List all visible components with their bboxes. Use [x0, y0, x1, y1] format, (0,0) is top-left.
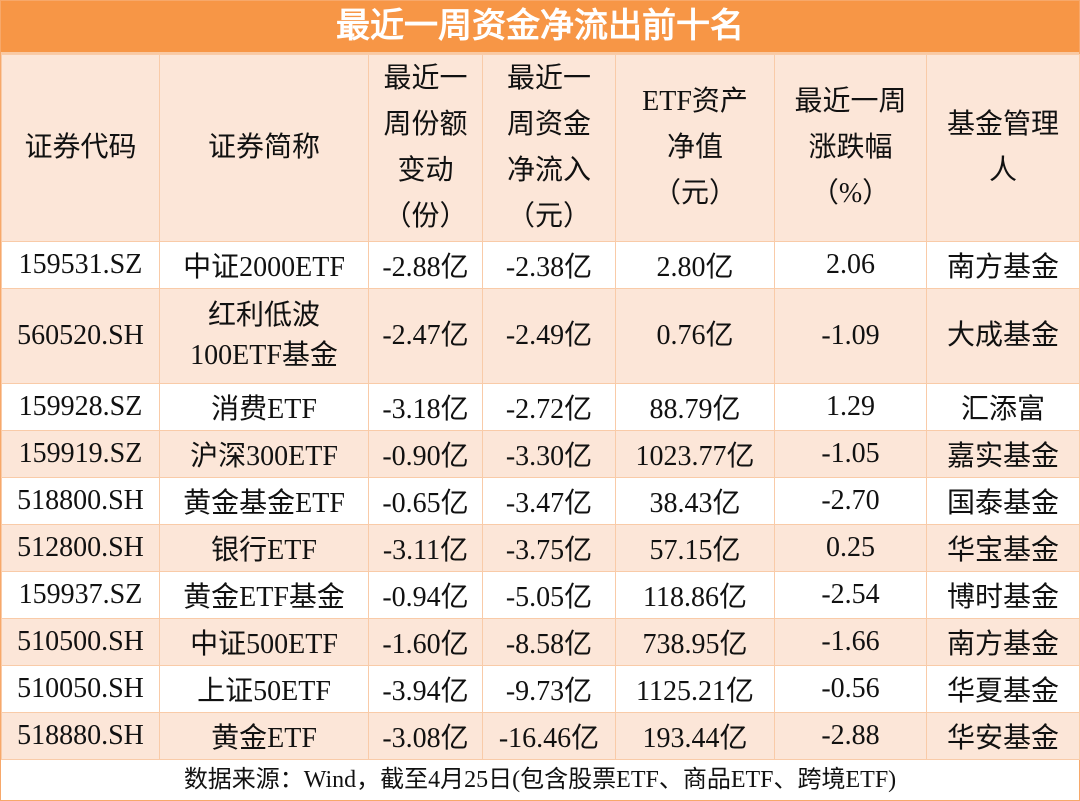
- table-cell: 88.79亿: [615, 383, 775, 431]
- table-cell: 黄金基金ETF: [159, 477, 369, 525]
- table-cell: -3.47亿: [482, 477, 616, 525]
- table-cell: 0.25: [774, 524, 927, 572]
- table-cell: 黄金ETF基金: [159, 571, 369, 619]
- column-header: 基金管理 人: [926, 54, 1080, 242]
- table-cell: 57.15亿: [615, 524, 775, 572]
- table-cell: 512800.SH: [1, 524, 160, 572]
- table-cell: -2.70: [774, 477, 927, 525]
- table-cell: -3.11亿: [368, 524, 483, 572]
- table-cell: 2.06: [774, 241, 927, 289]
- table-cell: -3.30亿: [482, 430, 616, 478]
- table-cell: -0.94亿: [368, 571, 483, 619]
- table-cell: 1125.21亿: [615, 665, 775, 713]
- table-cell: 中证2000ETF: [159, 241, 369, 289]
- table-cell: -5.05亿: [482, 571, 616, 619]
- table-row: 159937.SZ 黄金ETF基金 -0.94亿 -5.05亿 118.86亿 -2.54…: [1, 571, 1080, 619]
- table-cell: -2.88亿: [368, 241, 483, 289]
- table-cell: 博时基金: [926, 571, 1080, 619]
- column-header: 最近一 周资金 净流入 （元）: [482, 54, 616, 242]
- table-cell: -2.49亿: [482, 288, 616, 384]
- source-note: 数据来源：Wind，截至4月25日(包含股票ETF、商品ETF、跨境ETF): [183, 767, 897, 793]
- column-header: 证券简称: [159, 54, 369, 242]
- table-cell: -1.09: [774, 288, 927, 384]
- table-cell: 黄金ETF: [159, 712, 369, 760]
- table-cell: 560520.SH: [1, 288, 160, 384]
- data-table: 证券代码 证券简称 最近一 周份额 变动 （份） 最近一 周资金 净流入 （元） ETF…: [1, 54, 1080, 760]
- table-cell: -1.05: [774, 430, 927, 478]
- table-row: 159531.SZ 中证2000ETF -2.88亿 -2.38亿 2.80亿 2.06 南…: [1, 241, 1080, 289]
- table-row: 510050.SH 上证50ETF -3.94亿 -9.73亿 1125.21亿 -0.5…: [1, 665, 1080, 713]
- table-cell: 华宝基金: [926, 524, 1080, 572]
- table-row: 510500.SH 中证500ETF -1.60亿 -8.58亿 738.95亿 -1.6…: [1, 618, 1080, 666]
- column-header: ETF资产 净值 （元）: [615, 54, 775, 242]
- table-row: 512800.SH 银行ETF -3.11亿 -3.75亿 57.15亿 0.25 华宝基金: [1, 524, 1080, 572]
- table-cell: -0.56: [774, 665, 927, 713]
- table-cell: 1023.77亿: [615, 430, 775, 478]
- table-cell: 红利低波100ETF基金: [159, 288, 369, 384]
- table-cell: 沪深300ETF: [159, 430, 369, 478]
- table-cell: 消费ETF: [159, 383, 369, 431]
- table-cell: -1.66: [774, 618, 927, 666]
- table-cell: 嘉实基金: [926, 430, 1080, 478]
- table-cell: -1.60亿: [368, 618, 483, 666]
- table-cell: -3.18亿: [368, 383, 483, 431]
- table-cell: 华夏基金: [926, 665, 1080, 713]
- table-cell: 华安基金: [926, 712, 1080, 760]
- table-cell: 193.44亿: [615, 712, 775, 760]
- table-title: 最近一周资金净流出前十名: [1, 1, 1079, 54]
- table-cell: 1.29: [774, 383, 927, 431]
- table-cell: 159928.SZ: [1, 383, 160, 431]
- table-cell: -2.38亿: [482, 241, 616, 289]
- table-cell: 518800.SH: [1, 477, 160, 525]
- table-cell: -9.73亿: [482, 665, 616, 713]
- table-cell: 大成基金: [926, 288, 1080, 384]
- table-cell: 国泰基金: [926, 477, 1080, 525]
- column-header: 最近一 周份额 变动 （份）: [368, 54, 483, 242]
- table-cell: 38.43亿: [615, 477, 775, 525]
- table-cell: 118.86亿: [615, 571, 775, 619]
- column-header: 最近一周 涨跌幅 （%）: [774, 54, 927, 242]
- table-row: 159919.SZ 沪深300ETF -0.90亿 -3.30亿 1023.77亿 -1.…: [1, 430, 1080, 478]
- table-cell: 518880.SH: [1, 712, 160, 760]
- table-cell: 南方基金: [926, 618, 1080, 666]
- table-cell: -2.88: [774, 712, 927, 760]
- table-cell: 510050.SH: [1, 665, 160, 713]
- table-cell: 738.95亿: [615, 618, 775, 666]
- table-cell: -3.94亿: [368, 665, 483, 713]
- table-cell: 中证500ETF: [159, 618, 369, 666]
- table-cell: 南方基金: [926, 241, 1080, 289]
- column-header: 证券代码: [1, 54, 160, 242]
- table-cell: 510500.SH: [1, 618, 160, 666]
- table-cell: 0.76亿: [615, 288, 775, 384]
- table-cell: -2.47亿: [368, 288, 483, 384]
- table-cell: 2.80亿: [615, 241, 775, 289]
- table-row: 518880.SH 黄金ETF -3.08亿 -16.46亿 193.44亿 -2.88 华…: [1, 712, 1080, 760]
- table-row: 560520.SH 红利低波100ETF基金 -2.47亿 -2.49亿 0.76亿 -1…: [1, 288, 1080, 384]
- table-row: 159928.SZ 消费ETF -3.18亿 -2.72亿 88.79亿 1.29 汇添富: [1, 383, 1080, 431]
- table-cell: 银行ETF: [159, 524, 369, 572]
- table-cell: 159531.SZ: [1, 241, 160, 289]
- table-cell: -3.08亿: [368, 712, 483, 760]
- table-cell: -2.72亿: [482, 383, 616, 431]
- table-cell: 上证50ETF: [159, 665, 369, 713]
- table-cell: 159919.SZ: [1, 430, 160, 478]
- header-row: 证券代码 证券简称 最近一 周份额 变动 （份） 最近一 周资金 净流入 （元） ETF…: [1, 54, 1080, 242]
- table-cell: -0.65亿: [368, 477, 483, 525]
- table-cell: -2.54: [774, 571, 927, 619]
- table-cell: -3.75亿: [482, 524, 616, 572]
- table-cell: -16.46亿: [482, 712, 616, 760]
- table-cell: -0.90亿: [368, 430, 483, 478]
- table-row: 518800.SH 黄金基金ETF -0.65亿 -3.47亿 38.43亿 -2.70 国…: [1, 477, 1080, 525]
- table-cell: -8.58亿: [482, 618, 616, 666]
- table-cell: 159937.SZ: [1, 571, 160, 619]
- table-cell: 汇添富: [926, 383, 1080, 431]
